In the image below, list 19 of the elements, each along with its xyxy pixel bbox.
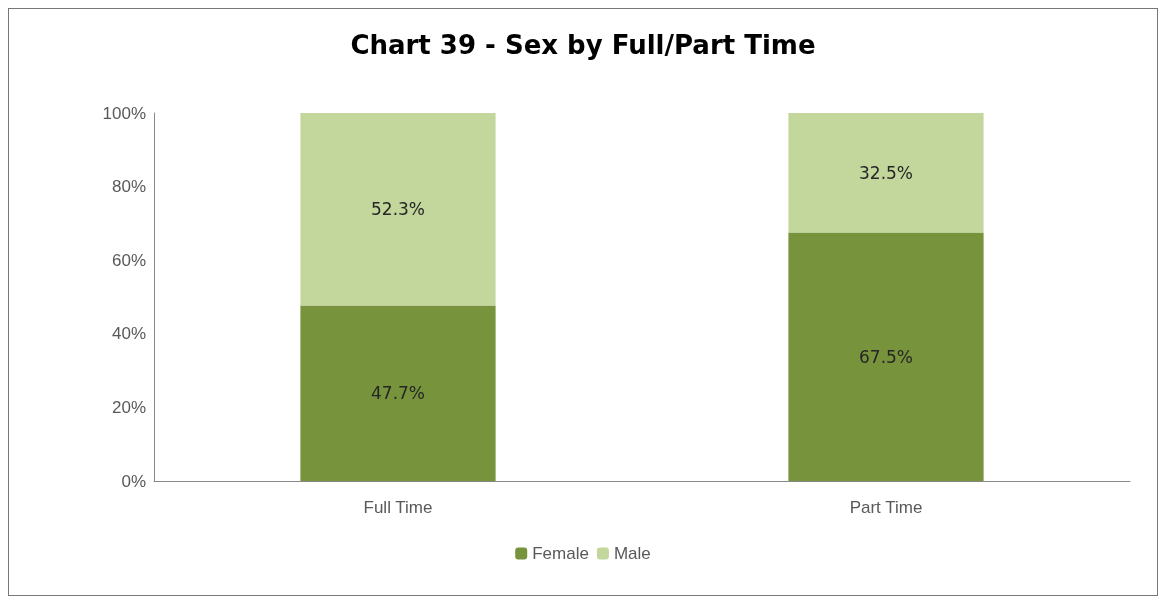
data-label: 67.5% [858,346,914,367]
data-label: 32.5% [858,162,914,183]
x-tick-label: Part Time [849,498,923,517]
bar [788,232,984,481]
chart-title: Chart 39 - Sex by Full/Part Time [350,30,816,60]
legend-label: Male [613,544,651,563]
y-tick-label: 40% [111,324,146,344]
data-label: 47.7% [370,383,426,404]
y-tick-label: 0% [121,471,146,491]
y-tick-label: 60% [111,250,146,270]
legend-label: Female [532,544,589,563]
bar [300,305,496,481]
x-tick-label: Full Time [363,498,433,517]
y-tick-label: 100% [102,103,146,123]
data-label: 52.3% [370,199,426,220]
bar [788,113,984,233]
y-tick-label: 80% [111,177,146,197]
bar [300,113,496,306]
y-tick-label: 20% [111,397,146,417]
